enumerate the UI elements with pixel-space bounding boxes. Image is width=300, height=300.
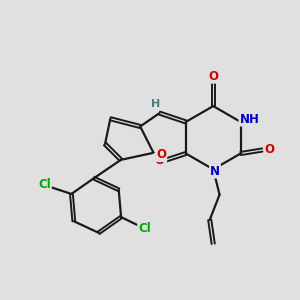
Text: Cl: Cl <box>38 178 51 190</box>
Text: H: H <box>152 99 160 109</box>
Text: NH: NH <box>239 112 259 126</box>
Text: Cl: Cl <box>138 222 151 235</box>
Text: O: O <box>156 148 166 161</box>
Text: O: O <box>208 70 218 83</box>
Text: O: O <box>264 143 274 156</box>
Text: O: O <box>154 154 164 167</box>
Text: N: N <box>210 165 220 178</box>
